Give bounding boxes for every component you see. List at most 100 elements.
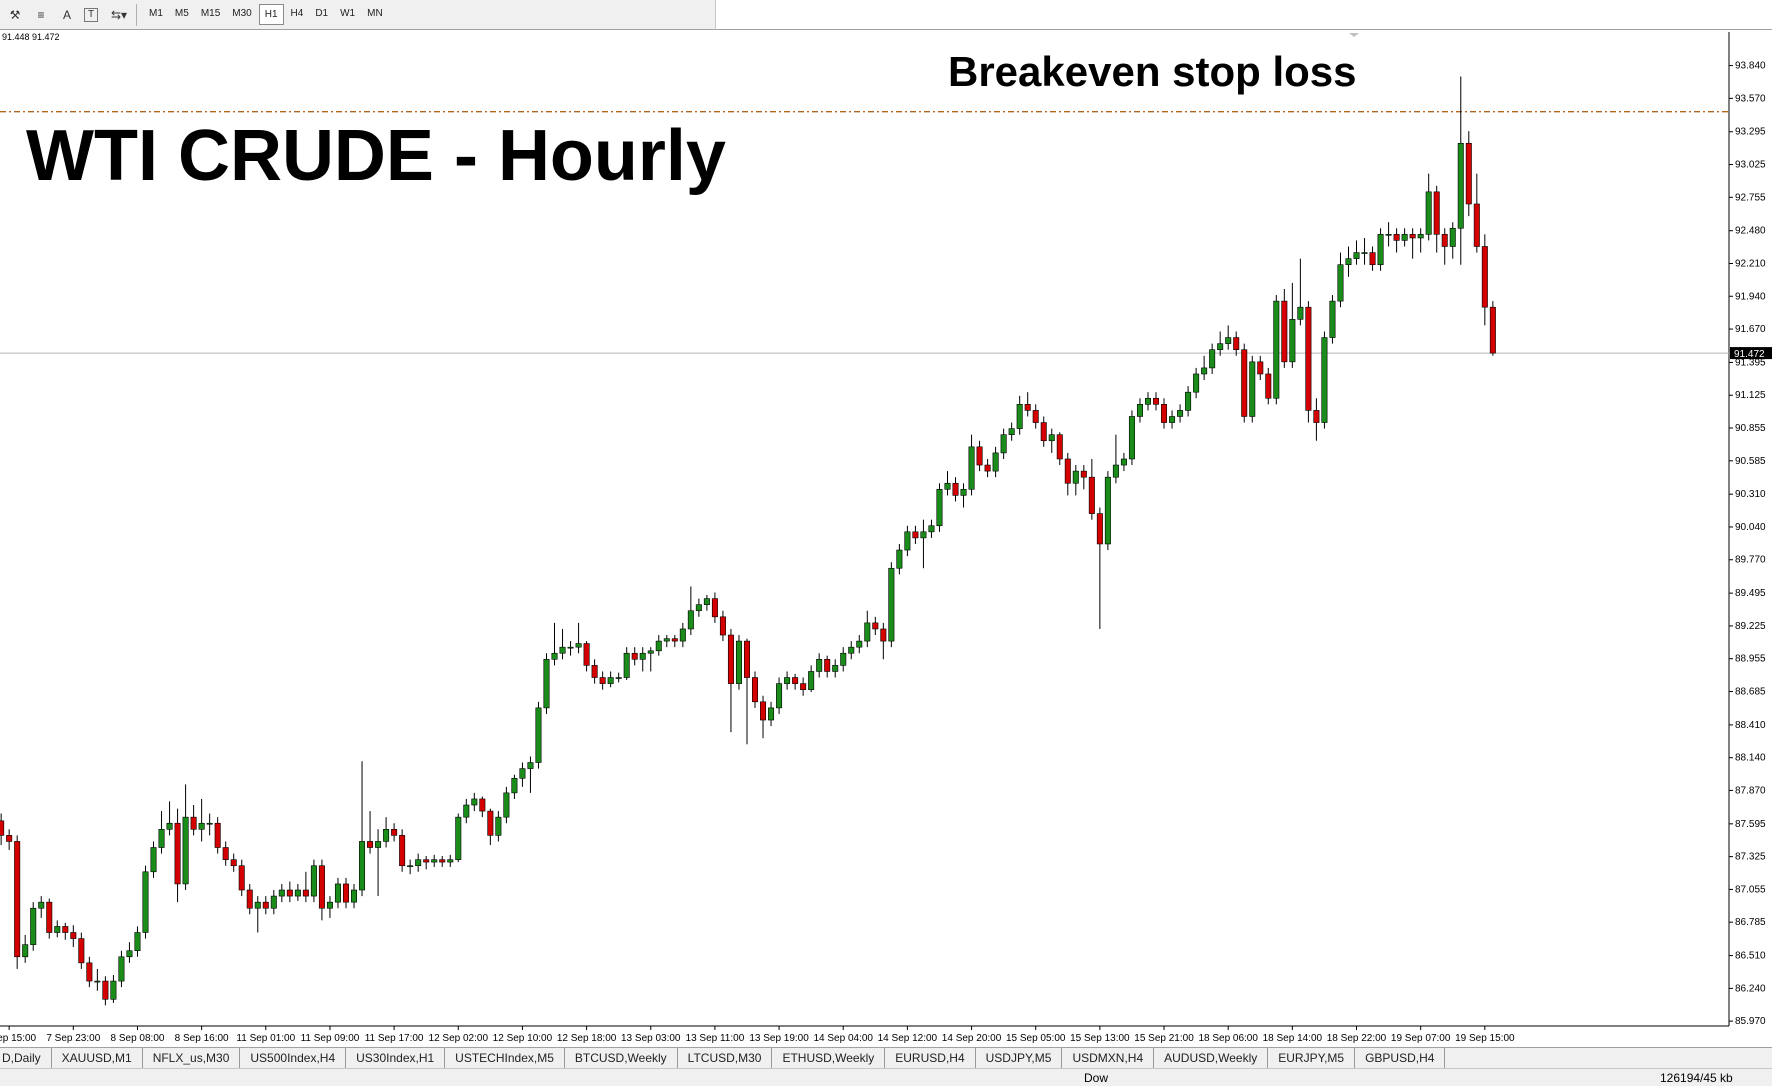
timeframes: M1 M5 M15 M30 H1 H4 D1 W1 MN: [143, 4, 389, 25]
label-tool[interactable]: T: [84, 7, 98, 22]
candle-body: [743, 640, 750, 678]
y-tick-label: 87.325: [1735, 852, 1766, 863]
tool-icon[interactable]: ⚒: [9, 7, 21, 22]
candle-body: [792, 677, 799, 684]
candle-body: [351, 889, 358, 903]
candle-body: [1064, 458, 1071, 484]
candle-body: [1209, 349, 1216, 369]
chart-tab[interactable]: US500Index,H4: [240, 1048, 347, 1068]
candle-body: [896, 549, 903, 569]
candle-body: [158, 828, 165, 848]
candle-body: [6, 835, 13, 842]
candle-body: [302, 889, 309, 897]
y-tick-label: 92.480: [1735, 226, 1766, 237]
candle-body: [816, 659, 823, 672]
y-tick-label: 93.025: [1735, 160, 1766, 171]
candle-body: [1249, 361, 1256, 417]
candle-body: [1377, 234, 1384, 265]
chart-tab[interactable]: EURJPY,M5: [1268, 1048, 1356, 1068]
candle-body: [535, 707, 542, 763]
x-tick-label: 19 Sep 07:00: [1391, 1033, 1451, 1044]
x-tick-label: 7 Sep 23:00: [46, 1033, 100, 1044]
tool-icon[interactable]: ⇆▾: [110, 7, 128, 22]
candle-body: [310, 865, 317, 897]
candle-body: [1385, 234, 1392, 236]
candle-body: [687, 610, 694, 630]
chart-tab[interactable]: D,Daily: [0, 1048, 52, 1068]
timeframe-button[interactable]: M5: [174, 8, 189, 19]
chart-tab[interactable]: EURUSD,H4: [885, 1048, 976, 1068]
timeframe-button[interactable]: D1: [315, 8, 329, 19]
candle-body: [735, 640, 742, 684]
timeframe-button[interactable]: H1: [258, 4, 284, 25]
chart-tab[interactable]: US30Index,H1: [346, 1048, 446, 1068]
y-tick-label: 92.755: [1735, 192, 1766, 203]
chart-tab[interactable]: LTCUSD,M30: [678, 1048, 773, 1068]
candle-body: [126, 950, 133, 958]
candle-body: [1465, 142, 1472, 205]
plot-area: [0, 32, 1729, 1026]
chart-tab[interactable]: GBPUSD,H4: [1355, 1048, 1446, 1068]
candle-body: [1457, 142, 1464, 229]
candle-body: [679, 628, 686, 642]
chart-tab[interactable]: USTECHIndex,M5: [445, 1048, 565, 1068]
candle-body: [888, 567, 895, 642]
candle-body: [1345, 258, 1352, 265]
candle-body: [1233, 337, 1240, 350]
chart-tab[interactable]: NFLX_us,M30: [143, 1048, 241, 1068]
y-tick-label: 88.140: [1735, 753, 1766, 764]
candle-body: [503, 792, 510, 818]
chart-tab[interactable]: USDMXN,H4: [1062, 1048, 1155, 1068]
candle-body: [262, 901, 269, 909]
candle-body: [1217, 343, 1224, 350]
candle-body: [727, 634, 734, 684]
candle-body: [463, 804, 470, 818]
candle-body: [575, 643, 582, 648]
candle-body: [760, 701, 767, 721]
price-tag-label: 91.472: [1734, 349, 1765, 360]
candle-body: [655, 640, 662, 652]
timeframe-button[interactable]: M30: [232, 8, 252, 19]
y-tick-label: 86.785: [1735, 917, 1766, 928]
shift-marker: [1349, 33, 1359, 37]
chart-title: WTI CRUDE - Hourly: [26, 116, 726, 196]
y-tick-label: 86.510: [1735, 951, 1766, 962]
y-tick-label: 91.670: [1735, 324, 1766, 335]
candle-body: [599, 677, 606, 684]
profile: Dow: [1084, 1071, 1109, 1085]
y-tick-label: 92.210: [1735, 258, 1766, 269]
timeframe-button[interactable]: MN: [367, 8, 383, 19]
candle-body: [1136, 404, 1143, 417]
candle-body: [367, 841, 374, 848]
x-tick-label: 14 Sep 20:00: [942, 1033, 1002, 1044]
candle-body: [471, 798, 478, 806]
candle-body: [391, 828, 398, 836]
timeframe-button[interactable]: H4: [290, 8, 304, 19]
chart-tab[interactable]: XAUUSD,M1: [52, 1048, 143, 1068]
candle-body: [1289, 319, 1296, 363]
candle-body: [543, 659, 550, 709]
candle-body: [22, 944, 29, 958]
chart-tab[interactable]: ETHUSD,Weekly: [772, 1048, 886, 1068]
candle-body: [824, 659, 831, 672]
candle-body: [1265, 373, 1272, 399]
candle-body: [591, 665, 598, 678]
candle-body: [1473, 203, 1480, 247]
timeframe-button[interactable]: M1: [149, 8, 163, 19]
timeframe-button[interactable]: W1: [340, 8, 356, 19]
candle-body: [1257, 361, 1264, 375]
chart-tab[interactable]: BTCUSD,Weekly: [565, 1048, 678, 1068]
chart-tab[interactable]: USDJPY,M5: [976, 1048, 1063, 1068]
timeframe-button[interactable]: M15: [200, 8, 221, 19]
y-tick-label: 89.225: [1735, 621, 1766, 632]
candle-body: [487, 810, 494, 836]
y-tick-label: 91.395: [1735, 357, 1766, 368]
candle-body: [1185, 391, 1192, 411]
candle-body: [968, 446, 975, 490]
chart-tab[interactable]: AUDUSD,Weekly: [1154, 1048, 1269, 1068]
candle-body: [1161, 404, 1168, 423]
tool-icon[interactable]: ≡: [37, 7, 45, 22]
candle-body: [1169, 416, 1176, 423]
x-tick-label: 8 Sep 16:00: [175, 1033, 229, 1044]
text-tool[interactable]: A: [62, 7, 71, 22]
